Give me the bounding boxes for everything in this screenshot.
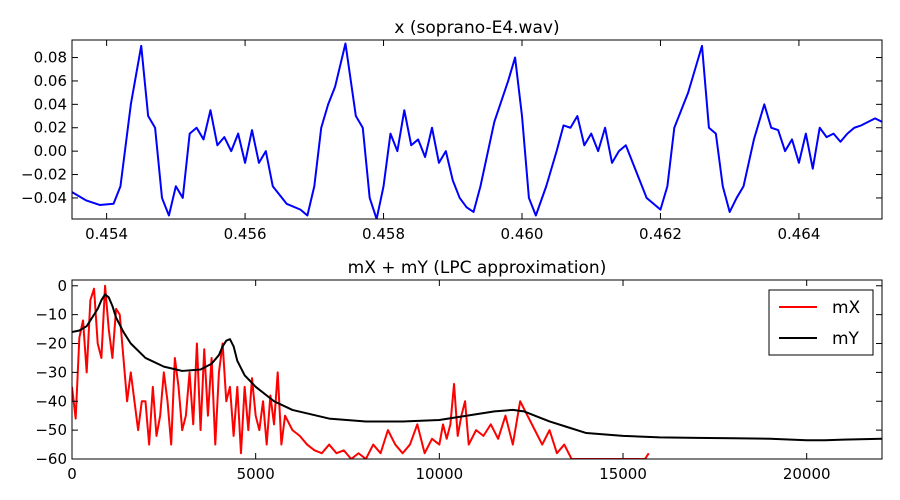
y-tick-label: −50	[35, 421, 67, 439]
waveform-plot-frame	[71, 39, 883, 220]
y-tick-label: 0.02	[34, 119, 67, 137]
x-tick-label: 0.462	[639, 225, 682, 243]
spectrum-plot-frame	[71, 279, 883, 460]
spectrum-legend: mX mY	[768, 289, 874, 356]
x-tick-label: 0.456	[224, 225, 267, 243]
legend-label-mx: mX	[832, 298, 861, 318]
x-tick-label: 5000	[237, 465, 275, 483]
spectrum-plot-area	[72, 284, 882, 459]
x-tick-label: 0.458	[362, 225, 405, 243]
y-tick-label: 0.06	[34, 72, 67, 90]
y-tick-label: −10	[35, 306, 67, 324]
spectrum-plot: mX + mY (LPC approximation) 0 5000 10000 15…	[35, 258, 883, 483]
x-tick-label: 15000	[599, 465, 647, 483]
y-tick-label: −20	[35, 335, 67, 353]
x-tick-label: 20000	[783, 465, 831, 483]
waveform-plot-title: x (soprano-E4.wav)	[394, 18, 559, 38]
series-line-my	[72, 293, 882, 442]
y-tick-label: −40	[35, 392, 67, 410]
waveform-plot: x (soprano-E4.wav) 0.454 0.456 0.458 0.460 0…	[21, 18, 883, 243]
waveform-plot-area	[72, 42, 882, 219]
x-tick-label: 0.454	[85, 225, 128, 243]
y-tick-label: 0	[57, 277, 67, 295]
series-line-waveform	[72, 42, 882, 219]
legend-label-my: mY	[832, 329, 860, 349]
waveform-plot-ticks: 0.454 0.456 0.458 0.460 0.462 0.464 −0.04 −0.02…	[21, 40, 882, 243]
y-tick-label: −0.02	[21, 166, 67, 184]
spectrum-plot-title: mX + mY (LPC approximation)	[348, 258, 607, 278]
series-line-mx	[72, 284, 650, 459]
legend-box	[768, 289, 874, 356]
x-tick-label: 10000	[415, 465, 463, 483]
y-tick-label: −30	[35, 363, 67, 381]
y-tick-label: −60	[35, 450, 67, 468]
y-tick-label: 0.08	[34, 49, 67, 67]
y-tick-label: −0.04	[21, 189, 67, 207]
y-tick-label: 0.04	[34, 95, 67, 113]
x-tick-label: 0.460	[501, 225, 544, 243]
x-tick-label: 0.464	[777, 225, 820, 243]
x-tick-label: 0	[67, 465, 77, 483]
spectrum-plot-ticks: 0 5000 10000 15000 20000 −60 −50 −40 −30 −20 −10 0	[35, 277, 882, 483]
y-tick-label: 0.00	[34, 142, 67, 160]
